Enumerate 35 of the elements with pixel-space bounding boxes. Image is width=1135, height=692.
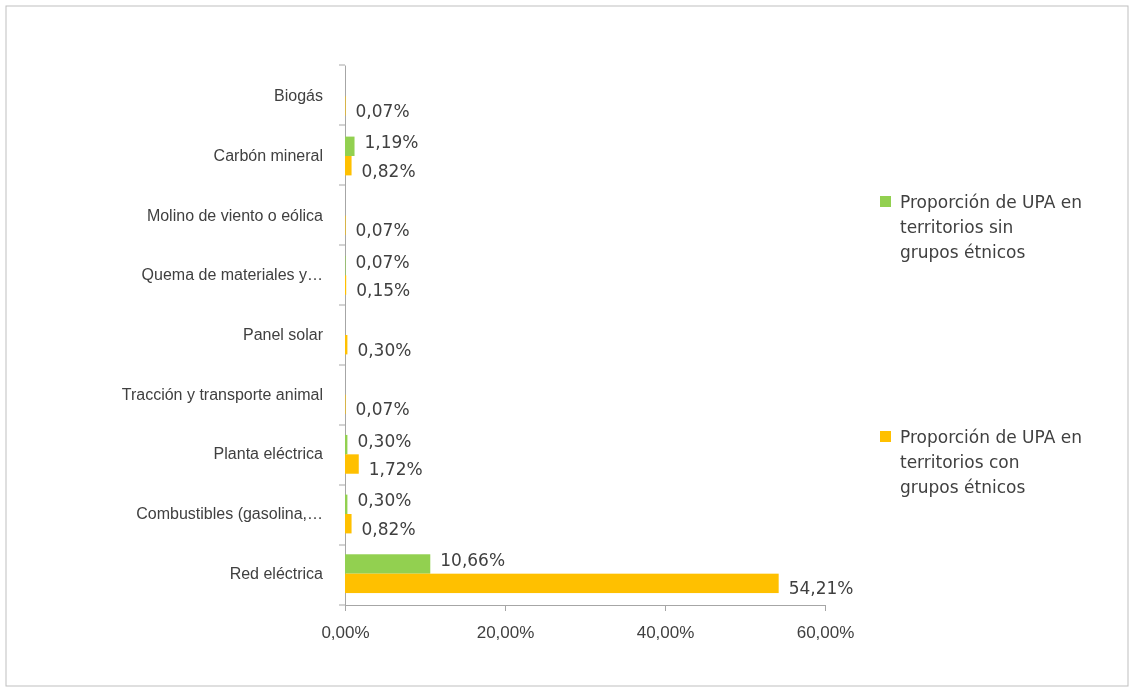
legend-label: Proporción de UPA en territorios sin grupos étnicos [900,192,1082,262]
y-tick-label: Tracción y transporte animal [121,385,323,403]
legend-label: Proporción de UPA en territorios con grupos étnicos [900,427,1082,497]
data-label: 0,82% [361,518,416,539]
y-tick-label: Biogás [274,87,323,105]
bar [345,573,779,594]
data-label: 1,72% [368,459,423,480]
data-label: 0,07% [355,101,410,122]
data-label: 0,82% [361,160,416,181]
data-label: 0,07% [355,220,410,241]
bar [345,514,352,534]
x-tick-label: 0,00% [321,622,370,642]
y-tick-label: Panel solar [242,326,324,344]
x-tick-label: 20,00% [476,622,535,642]
bar [345,554,431,574]
bar [345,136,355,156]
x-tick-label: 60,00% [796,622,855,642]
y-tick-label: Quema de materiales y… [141,266,323,284]
data-label: 0,07% [355,399,410,420]
y-tick-label: Carbón mineral [213,147,323,165]
bar [345,454,359,474]
y-tick-label: Molino de viento o eólica [146,206,324,224]
data-label: 0,15% [356,280,411,301]
data-label: 1,19% [364,132,419,153]
x-tick-label: 40,00% [636,622,695,642]
data-label: 0,30% [357,339,412,360]
data-label: 0,30% [357,490,412,511]
bar [345,155,352,176]
data-label: 54,21% [788,578,854,599]
data-label: 0,30% [357,430,412,451]
data-label: 0,07% [355,251,410,272]
y-tick-label: Combustibles (gasolina,… [136,505,323,523]
y-tick-label: Planta eléctrica [213,445,324,463]
y-tick-label: Red eléctrica [229,564,324,582]
data-label: 10,66% [440,549,506,570]
